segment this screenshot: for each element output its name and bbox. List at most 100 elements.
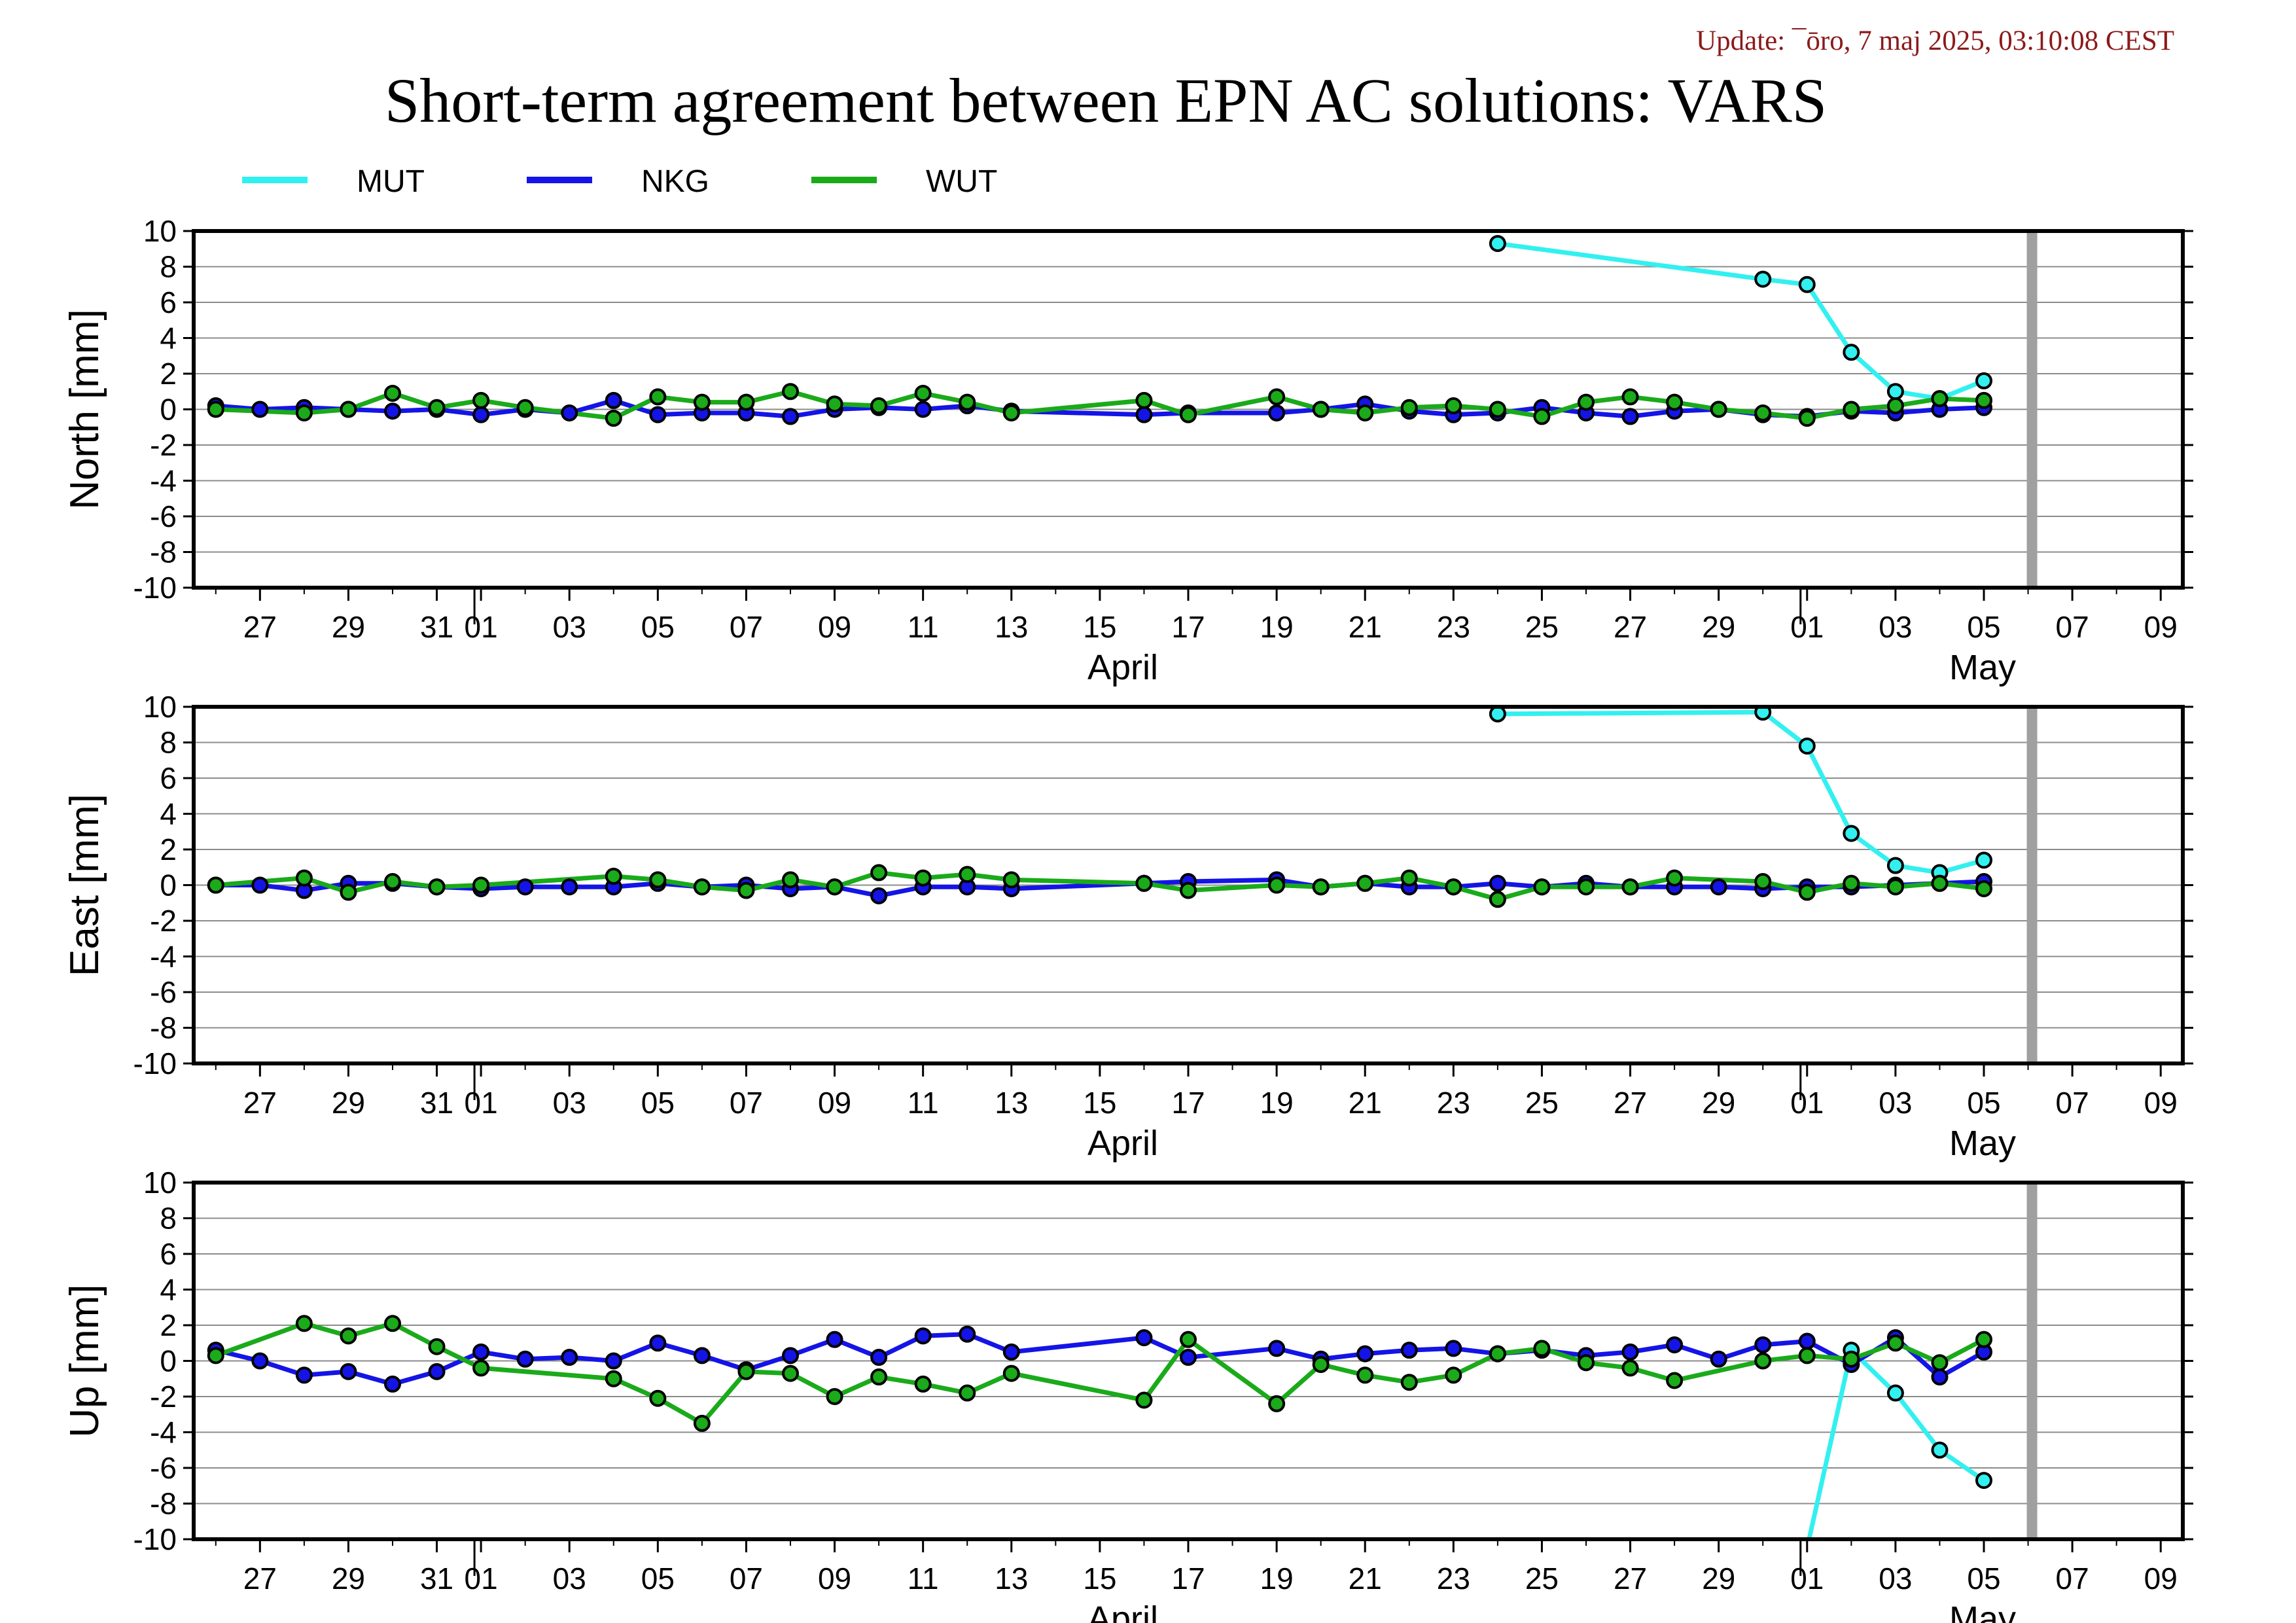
data-point-wut	[782, 383, 799, 401]
data-point-nkg	[782, 408, 799, 425]
x-tick-label: 25	[1525, 1086, 1559, 1120]
data-point-wut	[207, 401, 224, 418]
chart-title: Short-term agreement between EPN AC solu…	[384, 65, 1828, 135]
x-tick-label: 29	[332, 1086, 365, 1120]
data-point-nkg	[914, 401, 932, 418]
data-point-wut	[1356, 1366, 1374, 1384]
data-point-wut	[340, 401, 357, 418]
month-label: May	[1949, 648, 2016, 687]
data-point-nkg	[1710, 878, 1727, 896]
data-point-mut	[1975, 851, 1992, 869]
x-tick-label: 19	[1260, 1086, 1294, 1120]
data-point-wut	[1886, 397, 1904, 415]
data-point-wut	[428, 399, 446, 416]
y-tick-label: -8	[150, 535, 177, 569]
data-point-nkg	[870, 887, 888, 904]
y-tick-label: -8	[150, 1011, 177, 1045]
x-tick-label: 29	[332, 1561, 365, 1596]
data-point-wut	[1621, 1359, 1639, 1377]
y-tick-label: 10	[143, 214, 177, 248]
y-tick-label: 0	[160, 1344, 177, 1378]
data-point-wut	[472, 1359, 490, 1377]
legend-swatch-nkg	[527, 177, 592, 183]
data-point-mut	[1931, 1441, 1949, 1459]
data-point-nkg	[561, 404, 578, 421]
data-point-mut	[1886, 1384, 1904, 1402]
x-tick-label: 27	[243, 1561, 277, 1596]
data-point-mut	[1489, 235, 1506, 253]
data-point-wut	[340, 1327, 357, 1345]
month-label: April	[1087, 1599, 1158, 1623]
x-tick-label: 11	[908, 1086, 939, 1120]
data-point-wut	[1445, 397, 1462, 415]
data-point-nkg	[428, 1363, 446, 1380]
x-tick-label: 07	[2056, 1561, 2089, 1596]
x-tick-label: 21	[1349, 610, 1382, 644]
data-point-wut	[782, 1364, 799, 1382]
data-point-wut	[1489, 1345, 1506, 1363]
data-point-wut	[1931, 874, 1949, 892]
y-tick-label: 0	[160, 393, 177, 427]
x-tick-label: 01	[465, 1561, 498, 1596]
data-point-nkg	[914, 1327, 932, 1345]
data-point-nkg	[1710, 1350, 1727, 1368]
data-point-nkg	[1180, 1349, 1197, 1366]
y-tick-label: -10	[133, 1522, 177, 1556]
y-tick-label: 10	[143, 1166, 177, 1200]
plot-frame	[192, 705, 2185, 1065]
data-point-nkg	[472, 1343, 490, 1361]
data-point-wut	[1002, 871, 1020, 889]
data-point-nkg	[1135, 406, 1153, 423]
y-axis-label: North [mm]	[62, 309, 107, 510]
y-tick-label: -4	[150, 940, 177, 974]
x-tick-label: 03	[1879, 1086, 1912, 1120]
y-tick-label: 6	[160, 1237, 177, 1271]
x-tick-label: 17	[1171, 1086, 1205, 1120]
data-point-wut	[826, 395, 843, 413]
y-tick-label: -6	[150, 975, 177, 1009]
data-point-wut	[1533, 878, 1551, 896]
data-point-wut	[1666, 869, 1684, 887]
x-tick-label: 05	[641, 1086, 675, 1120]
x-tick-label: 27	[243, 610, 277, 644]
data-point-wut	[1180, 882, 1197, 899]
x-tick-label: 31	[420, 1561, 453, 1596]
x-tick-label: 07	[730, 610, 763, 644]
data-point-nkg	[295, 1366, 313, 1384]
data-point-wut	[826, 878, 843, 896]
data-point-wut	[1798, 883, 1816, 901]
y-tick-label: -8	[150, 1487, 177, 1521]
data-point-nkg	[1356, 1345, 1374, 1363]
data-point-nkg	[561, 1349, 578, 1366]
data-point-nkg	[1135, 1329, 1153, 1347]
x-tick-label: 05	[641, 1561, 675, 1596]
data-point-nkg	[826, 1330, 843, 1348]
data-point-wut	[1798, 410, 1816, 427]
data-point-nkg	[516, 878, 534, 896]
data-point-mut	[1843, 344, 1860, 361]
data-point-nkg	[1268, 1340, 1286, 1357]
x-tick-label: 09	[2144, 1086, 2178, 1120]
data-point-wut	[870, 864, 888, 882]
data-point-wut	[1002, 1364, 1020, 1382]
data-point-nkg	[649, 406, 667, 423]
data-point-wut	[1886, 1334, 1904, 1352]
y-tick-label: -6	[150, 1451, 177, 1485]
x-tick-label: 19	[1260, 610, 1294, 644]
x-tick-label: 01	[1790, 610, 1824, 644]
data-point-wut	[1754, 1352, 1772, 1370]
y-tick-label: -6	[150, 499, 177, 533]
data-point-wut	[782, 871, 799, 889]
data-point-nkg	[870, 1349, 888, 1366]
y-tick-label: -2	[150, 1380, 177, 1414]
x-tick-label: 13	[995, 1561, 1028, 1596]
x-tick-label: 23	[1437, 1561, 1470, 1596]
data-point-wut	[428, 878, 446, 896]
y-tick-label: 2	[160, 1308, 177, 1342]
legend-swatch-mut	[242, 177, 308, 183]
data-point-nkg	[605, 1352, 622, 1370]
x-tick-label: 13	[995, 610, 1028, 644]
series-group	[207, 707, 1992, 908]
data-point-nkg	[1489, 874, 1506, 892]
data-point-nkg	[693, 1347, 711, 1364]
